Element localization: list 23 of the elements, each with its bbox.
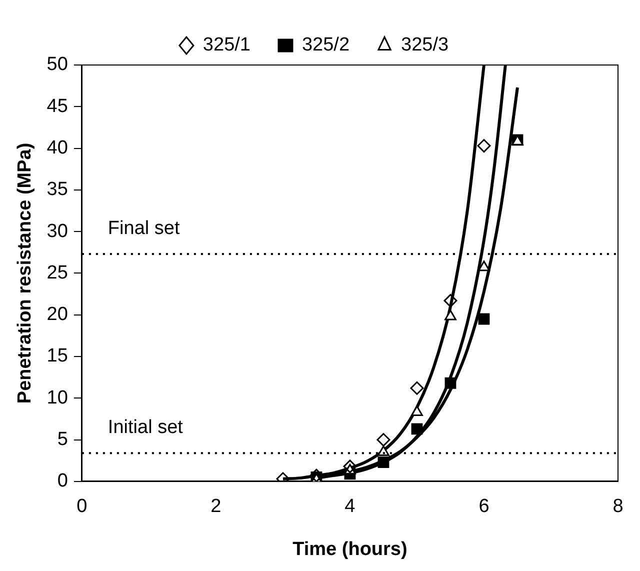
y-tick-label: 0 — [57, 470, 68, 492]
y-tick-label: 15 — [46, 346, 68, 367]
y-tick-label: 25 — [46, 262, 68, 284]
y-tick-label: 50 — [46, 54, 68, 76]
x-tick-label: 4 — [344, 496, 356, 518]
y-tick-label: 5 — [57, 428, 68, 450]
y-tick-label: 45 — [46, 96, 68, 117]
x-axis-title: Time (hours) — [292, 538, 408, 560]
legend-label: 325/2 — [302, 34, 350, 56]
y-tick-label: 30 — [46, 220, 68, 242]
y-tick-label: 35 — [46, 179, 68, 200]
legend-label: 325/3 — [401, 34, 449, 56]
y-tick-label: 40 — [46, 138, 68, 159]
legend-label: 325/1 — [202, 34, 250, 56]
ref-line-label: Final set — [108, 218, 180, 239]
x-tick-label: 2 — [210, 496, 222, 518]
x-tick-label: 8 — [612, 496, 624, 518]
x-tick-label: 0 — [76, 496, 88, 518]
y-axis-title: Penetration resistance (MPa) — [14, 142, 36, 404]
y-tick-label: 10 — [46, 387, 68, 408]
x-tick-label: 6 — [478, 496, 490, 518]
ref-line-label: Initial set — [108, 416, 184, 438]
y-tick-label: 20 — [46, 304, 68, 326]
